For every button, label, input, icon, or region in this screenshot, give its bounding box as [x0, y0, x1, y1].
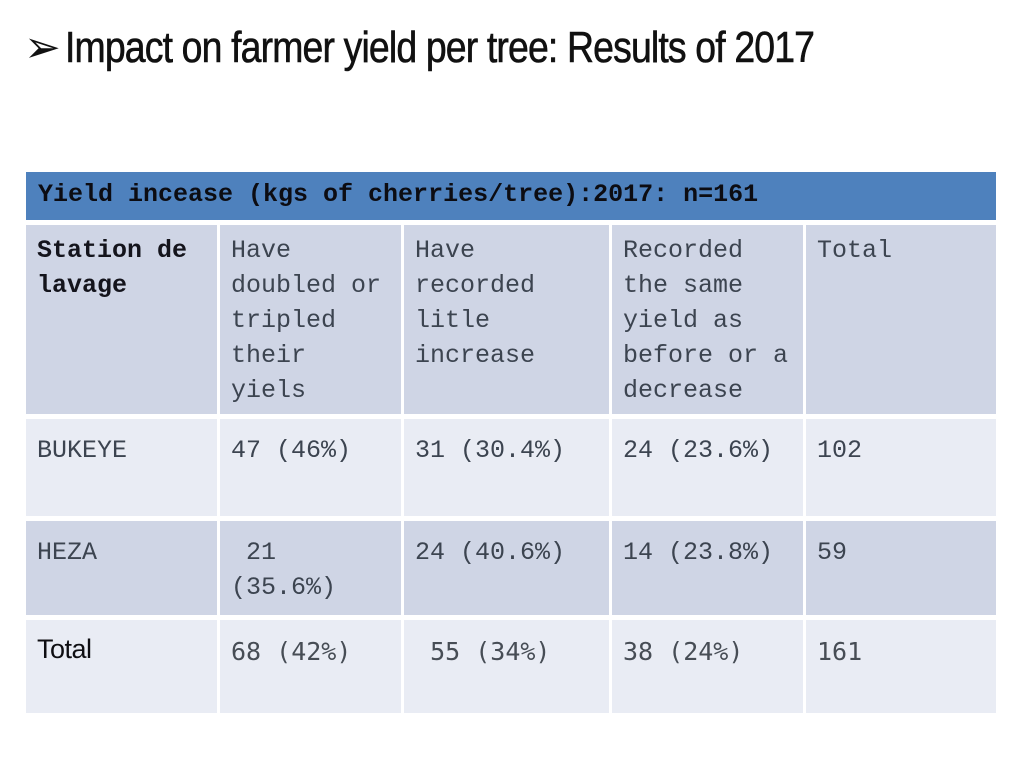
cell-station-label: HEZA: [26, 521, 217, 615]
column-header-same-or-decrease: Recorded the same yield as before or a d…: [612, 225, 803, 414]
cell-same-or-decrease-value: 14 (23.8%): [612, 521, 803, 615]
cell-doubled-value: 21 (35.6%): [220, 521, 401, 615]
table-row-bukeye: BUKEYE 47 (46%) 31 (30.4%) 24 (23.6%) 10…: [26, 419, 996, 516]
column-header-station-de-lavage: Station de lavage: [26, 225, 217, 414]
cell-little-increase-value: 24 (40.6%): [404, 521, 609, 615]
cell-total-value: 59: [806, 521, 996, 615]
column-header-total: Total: [806, 225, 996, 414]
slide-title-text: Impact on farmer yield per tree: Results…: [64, 23, 815, 73]
cell-station-label: Total: [26, 620, 217, 713]
column-header-row: Station de lavage Have doubled or triple…: [26, 225, 996, 414]
cell-same-or-decrease-value: 24 (23.6%): [612, 419, 803, 516]
slide-title: ➢ Impact on farmer yield per tree: Resul…: [24, 22, 946, 75]
cell-station-label: BUKEYE: [26, 419, 217, 516]
table-row-heza: HEZA 21 (35.6%) 24 (40.6%) 14 (23.8%) 59: [26, 521, 996, 615]
table-row-total: Total 68 (42%) 55 (34%) 38 (24%) 161: [26, 620, 996, 713]
cell-total-value: 161: [806, 620, 996, 713]
cell-doubled-value: 68 (42%): [220, 620, 401, 713]
cell-little-increase-value: 55 (34%): [404, 620, 609, 713]
cell-doubled-value: 47 (46%): [220, 419, 401, 516]
yield-results-table: Yield incease (kgs of cherries/tree):201…: [23, 167, 999, 718]
cell-same-or-decrease-value: 38 (24%): [612, 620, 803, 713]
arrow-bullet-icon: ➢: [24, 22, 61, 73]
cell-little-increase-value: 31 (30.4%): [404, 419, 609, 516]
table-caption-row: Yield incease (kgs of cherries/tree):201…: [26, 172, 996, 220]
table-caption: Yield incease (kgs of cherries/tree):201…: [26, 172, 996, 220]
cell-total-value: 102: [806, 419, 996, 516]
column-header-little-increase: Have recorded litle increase: [404, 225, 609, 414]
column-header-doubled-tripled: Have doubled or tripled their yiels: [220, 225, 401, 414]
